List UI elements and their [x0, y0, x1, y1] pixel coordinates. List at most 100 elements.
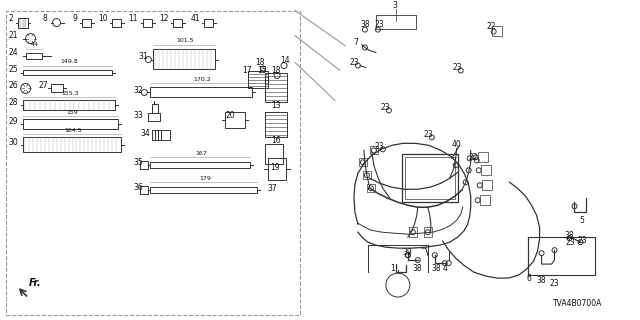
Text: 18: 18 — [255, 58, 264, 67]
Bar — [370, 146, 378, 154]
Text: 10: 10 — [99, 14, 108, 23]
Text: 23: 23 — [375, 142, 385, 151]
Text: 155.3: 155.3 — [61, 91, 79, 96]
Text: 30: 30 — [8, 138, 19, 147]
Text: 32: 32 — [133, 86, 143, 95]
Text: 23: 23 — [452, 63, 462, 72]
Text: 33: 33 — [133, 111, 143, 120]
Text: 17: 17 — [242, 66, 252, 75]
Text: 167: 167 — [196, 151, 207, 156]
Bar — [477, 152, 488, 162]
Text: 23: 23 — [424, 130, 433, 139]
Text: 38: 38 — [360, 20, 369, 29]
Text: 23: 23 — [577, 236, 587, 245]
Bar — [376, 15, 416, 28]
Text: 2: 2 — [8, 14, 13, 23]
Bar — [265, 144, 283, 164]
Text: 38: 38 — [432, 264, 442, 273]
Text: 23: 23 — [375, 20, 385, 29]
Bar — [265, 73, 287, 102]
Bar — [268, 158, 286, 180]
Text: 23: 23 — [550, 279, 559, 288]
Bar — [154, 49, 215, 68]
Text: 23: 23 — [566, 238, 575, 247]
Text: 159: 159 — [66, 110, 78, 115]
Text: 13: 13 — [271, 101, 281, 110]
Text: 3: 3 — [393, 1, 397, 10]
Text: 170.2: 170.2 — [194, 77, 211, 82]
Text: 26: 26 — [8, 81, 19, 90]
Bar — [482, 180, 492, 190]
Bar — [492, 26, 502, 36]
Text: 38: 38 — [564, 231, 574, 240]
Text: 41: 41 — [190, 14, 200, 23]
Bar — [143, 19, 152, 27]
Text: 37: 37 — [267, 184, 277, 193]
Bar — [367, 184, 375, 192]
Text: 5: 5 — [579, 216, 584, 225]
Bar — [22, 69, 113, 76]
Bar — [424, 227, 432, 237]
Text: 15: 15 — [257, 66, 267, 75]
Bar — [26, 52, 42, 59]
Bar — [22, 100, 115, 110]
Bar — [405, 157, 455, 199]
Text: 16: 16 — [271, 136, 281, 145]
Text: 24: 24 — [8, 48, 19, 57]
Text: 36: 36 — [133, 183, 143, 192]
Text: 38: 38 — [536, 276, 546, 284]
Bar — [150, 187, 257, 193]
Bar — [409, 227, 417, 237]
Bar — [479, 195, 490, 205]
Text: 9: 9 — [72, 14, 77, 23]
Text: 6: 6 — [527, 274, 531, 283]
Text: 21: 21 — [8, 31, 18, 40]
Text: 4: 4 — [443, 264, 447, 273]
Text: 1: 1 — [390, 264, 395, 273]
Bar — [527, 237, 595, 275]
Text: 164.5: 164.5 — [65, 128, 82, 133]
Text: 101.5: 101.5 — [177, 38, 195, 43]
Bar — [402, 154, 458, 202]
Text: 22: 22 — [486, 22, 496, 31]
Text: 20: 20 — [225, 111, 235, 120]
Text: 38: 38 — [413, 264, 422, 273]
Bar — [265, 112, 287, 137]
Text: 12: 12 — [159, 14, 169, 23]
Bar — [18, 18, 28, 28]
Text: 34: 34 — [140, 129, 150, 138]
Bar — [22, 137, 122, 152]
Bar — [22, 119, 118, 129]
Text: 29: 29 — [8, 117, 19, 126]
Text: 35: 35 — [133, 158, 143, 167]
Bar — [6, 11, 300, 315]
Bar — [363, 171, 371, 179]
Bar — [152, 130, 170, 140]
Text: 8: 8 — [43, 14, 47, 23]
Text: 23: 23 — [381, 103, 390, 112]
Text: TVA4B0700A: TVA4B0700A — [552, 299, 602, 308]
Text: 22: 22 — [468, 153, 478, 162]
Text: 27: 27 — [38, 81, 48, 90]
Text: 28: 28 — [8, 98, 18, 107]
Bar — [140, 161, 148, 169]
Text: 14: 14 — [280, 56, 290, 65]
Text: 11: 11 — [129, 14, 138, 23]
Bar — [225, 112, 245, 128]
Bar — [150, 162, 250, 168]
Bar — [83, 19, 92, 27]
Text: 23: 23 — [350, 58, 360, 67]
Text: 18: 18 — [271, 66, 280, 75]
Text: 39: 39 — [403, 248, 413, 257]
Text: 31: 31 — [138, 52, 148, 61]
Text: 25: 25 — [8, 65, 19, 74]
Bar — [204, 19, 213, 27]
Bar — [150, 87, 252, 98]
Bar — [148, 113, 161, 121]
Bar — [140, 186, 148, 194]
Text: 7: 7 — [353, 38, 358, 47]
Text: 44: 44 — [31, 42, 38, 47]
Bar — [51, 84, 63, 92]
Text: Fr.: Fr. — [29, 278, 41, 288]
Text: 149.8: 149.8 — [60, 59, 78, 64]
